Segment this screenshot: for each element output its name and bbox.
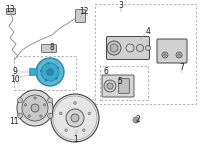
Circle shape	[107, 83, 113, 89]
Circle shape	[17, 98, 22, 103]
Circle shape	[40, 115, 42, 117]
Circle shape	[43, 104, 46, 106]
Circle shape	[36, 58, 64, 86]
FancyBboxPatch shape	[42, 45, 56, 52]
Text: 11: 11	[9, 117, 19, 127]
Circle shape	[162, 52, 168, 58]
Circle shape	[28, 115, 30, 117]
Text: 4: 4	[146, 27, 150, 36]
Circle shape	[48, 98, 53, 103]
Circle shape	[41, 63, 59, 81]
Circle shape	[17, 90, 53, 126]
Circle shape	[34, 97, 36, 99]
Circle shape	[22, 95, 48, 121]
Circle shape	[45, 79, 47, 81]
FancyBboxPatch shape	[30, 69, 38, 76]
Circle shape	[88, 112, 91, 115]
Circle shape	[110, 44, 118, 52]
FancyBboxPatch shape	[157, 39, 187, 63]
FancyBboxPatch shape	[102, 75, 134, 97]
Circle shape	[133, 117, 139, 123]
Circle shape	[71, 114, 79, 122]
Text: 1: 1	[74, 136, 78, 145]
Circle shape	[51, 94, 99, 142]
Circle shape	[17, 113, 22, 118]
Circle shape	[126, 44, 134, 52]
Circle shape	[66, 109, 84, 127]
Circle shape	[136, 45, 144, 51]
Circle shape	[48, 113, 53, 118]
Text: 2: 2	[136, 116, 140, 125]
Circle shape	[104, 80, 116, 92]
Circle shape	[65, 129, 67, 131]
Circle shape	[46, 69, 54, 76]
Circle shape	[135, 119, 137, 121]
Circle shape	[164, 54, 166, 56]
Text: 10: 10	[10, 76, 20, 85]
Circle shape	[57, 67, 59, 69]
FancyBboxPatch shape	[7, 9, 15, 14]
Text: 9: 9	[13, 67, 17, 76]
Circle shape	[146, 46, 151, 51]
Circle shape	[83, 129, 85, 131]
Circle shape	[56, 77, 58, 79]
Text: 12: 12	[79, 7, 89, 16]
Circle shape	[178, 54, 180, 56]
Circle shape	[107, 41, 121, 55]
FancyBboxPatch shape	[106, 36, 150, 60]
Text: 7: 7	[180, 64, 184, 72]
Text: 6: 6	[104, 67, 108, 76]
Circle shape	[176, 52, 182, 58]
Circle shape	[47, 62, 49, 64]
FancyBboxPatch shape	[119, 79, 129, 93]
Circle shape	[59, 112, 62, 115]
FancyBboxPatch shape	[76, 10, 85, 22]
Text: 13: 13	[5, 5, 15, 15]
Text: 8: 8	[50, 44, 54, 52]
Text: 3: 3	[119, 1, 123, 10]
Circle shape	[24, 104, 27, 106]
Text: 5: 5	[118, 77, 122, 86]
Circle shape	[31, 104, 39, 112]
Circle shape	[74, 102, 76, 104]
Circle shape	[40, 70, 42, 72]
